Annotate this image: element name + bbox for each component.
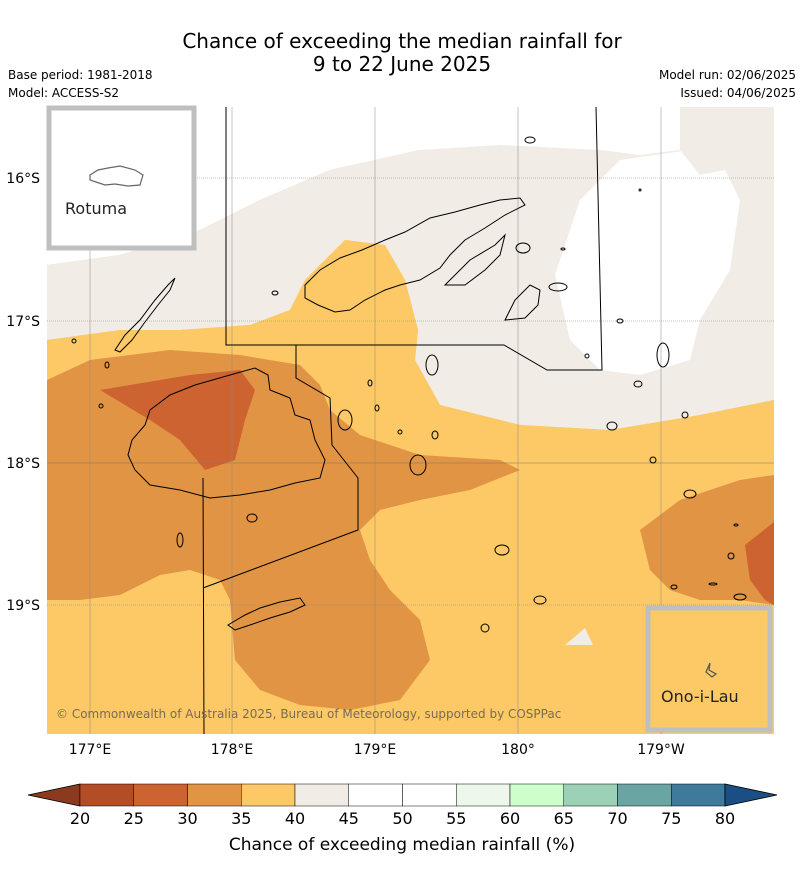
colorbar-segment [456, 783, 511, 807]
lat-label-19s: 19°S [6, 598, 40, 614]
colorbar-tick-label: 30 [177, 809, 197, 828]
colorbar-tick-label: 45 [339, 809, 359, 828]
probability-fill-beige-corner [680, 107, 774, 175]
longitude-labels: 177°E 178°E 179°E 180° 179°W [69, 742, 685, 758]
probability-fill-30-35-east [640, 475, 774, 605]
colorbar-segment [187, 783, 242, 807]
colorbar-tick-label: 40 [285, 809, 305, 828]
colorbar-segment [671, 783, 726, 807]
colorbar-tick-label: 75 [661, 809, 681, 828]
yasawa-islands [114, 277, 176, 353]
lon-label-179w: 179°W [637, 742, 685, 758]
colorbar-tick-label: 55 [446, 809, 466, 828]
lat-label-18s: 18°S [6, 456, 40, 472]
colorbar-labels: 20 25 30 35 40 45 50 55 60 65 70 75 80 [70, 809, 735, 828]
vanua-levu-island [304, 197, 526, 313]
lat-label-17s: 17°S [6, 314, 40, 330]
rotuma-inset: Rotuma [46, 105, 197, 251]
issued-text: Issued: 04/06/2025 [680, 86, 796, 100]
title-line-1: Chance of exceeding the median rainfall … [182, 29, 622, 53]
lon-label-177e: 177°E [69, 742, 112, 758]
latitude-labels: 16°S 17°S 18°S 19°S [6, 171, 40, 614]
ono-i-lau-label: Ono-i-Lau [661, 687, 739, 706]
colorbar-title: Chance of exceeding median rainfall (%) [229, 835, 575, 855]
colorbar-tick-label: 25 [124, 809, 144, 828]
lon-label-180: 180° [501, 742, 535, 758]
lat-label-16s: 16°S [6, 171, 40, 187]
colorbar-tick-label: 50 [392, 809, 412, 828]
probability-fill-white-pocket [565, 628, 593, 645]
chart-title: Chance of exceeding the median rainfall … [0, 30, 804, 76]
colorbar-segment [563, 783, 618, 807]
colorbar-segment [294, 783, 349, 807]
colorbar-segment [402, 783, 457, 807]
rotuma-label: Rotuma [65, 199, 127, 218]
viti-levu-island [127, 367, 326, 499]
lakeba-island-group [504, 284, 541, 321]
small-islands [71, 136, 747, 633]
probability-fill-25-30-east [745, 522, 774, 605]
kadavu-island [227, 597, 306, 631]
colorbar-segment [617, 783, 672, 807]
title-line-2: 9 to 22 June 2025 [312, 52, 492, 76]
colorbar-segment [133, 783, 188, 807]
ono-i-lau-island [705, 662, 718, 678]
colorbar-extend-low [27, 783, 81, 807]
colorbar-segment [509, 783, 564, 807]
colorbar-tick-label: 65 [554, 809, 574, 828]
probability-fill-30-35-west [47, 350, 520, 710]
colorbar-tick-label: 60 [500, 809, 520, 828]
colorbar-tick-label: 20 [70, 809, 90, 828]
rotuma-island [89, 165, 144, 187]
colorbar-extend-high [724, 783, 778, 807]
meta-right: Model run: 02/06/2025 Issued: 04/06/2025 [659, 66, 796, 102]
colorbar-tick-label: 35 [231, 809, 251, 828]
colorbar [27, 783, 778, 807]
colorbar-tick-label: 80 [715, 809, 735, 828]
lon-label-178e: 178°E [211, 742, 254, 758]
model-text: Model: ACCESS-S2 [8, 86, 120, 100]
zone-boundaries [202, 107, 603, 734]
probability-fill-white-north [47, 107, 774, 265]
copyright-text: © Commonwealth of Australia 2025, Bureau… [56, 707, 561, 721]
model-run-text: Model run: 02/06/2025 [658, 68, 796, 82]
meta-left: Base period: 1981-2018 Model: ACCESS-S2 [8, 66, 153, 102]
taveuni-island [443, 233, 506, 286]
colorbar-segment [79, 783, 134, 807]
colorbar-tick-label: 70 [607, 809, 627, 828]
lon-label-179e: 179°E [354, 742, 397, 758]
ono-i-lau-inset: Ono-i-Lau [645, 605, 773, 733]
colorbar-segment [348, 783, 403, 807]
colorbar-segment [241, 783, 296, 807]
base-period-text: Base period: 1981-2018 [8, 68, 153, 82]
probability-fill-25-30 [100, 370, 255, 470]
